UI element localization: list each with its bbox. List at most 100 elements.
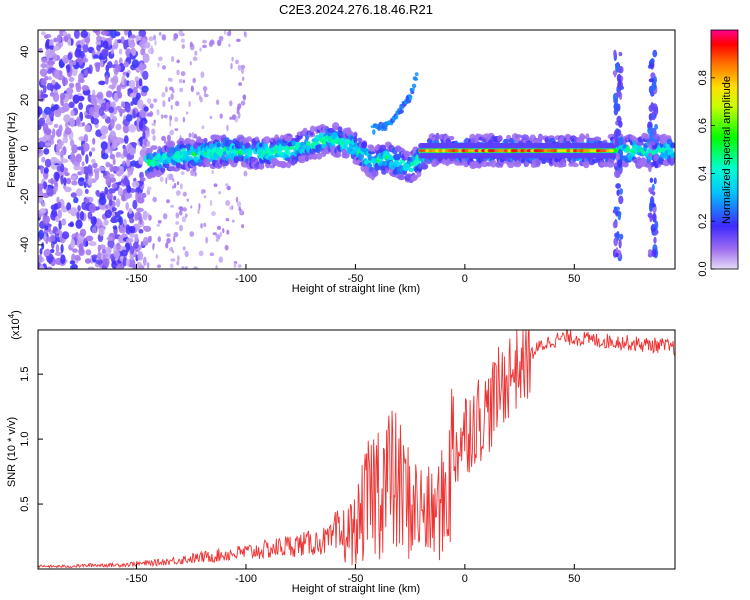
spectral-blob xyxy=(113,195,117,201)
spectral-blob xyxy=(135,191,139,202)
spectral-blob xyxy=(615,252,619,258)
spectral-blob xyxy=(75,153,82,164)
spectral-blob xyxy=(138,30,147,37)
spectral-blob xyxy=(72,248,78,253)
spectral-blob xyxy=(185,111,189,115)
spectral-blob xyxy=(138,156,144,165)
spectral-blob xyxy=(238,206,242,212)
spectral-blob xyxy=(181,266,185,269)
colorbar-tick-label: 0.0 xyxy=(697,261,709,276)
spectral-blob xyxy=(108,173,115,178)
spectral-blob xyxy=(152,196,157,203)
spectral-blob xyxy=(97,251,102,261)
spectral-blob xyxy=(616,91,622,98)
spectral-blob xyxy=(224,30,227,35)
spectral-blob xyxy=(132,109,136,119)
spectral-blob xyxy=(235,196,239,203)
spectral-blob xyxy=(204,88,207,95)
spectral-blob xyxy=(142,256,147,266)
spectral-blob xyxy=(98,107,105,117)
spectral-blob xyxy=(200,189,204,195)
spectral-blob xyxy=(53,53,58,62)
spectral-blob xyxy=(411,87,415,92)
spectral-blob xyxy=(205,236,209,244)
spectral-blob xyxy=(649,177,654,183)
spectral-blob xyxy=(618,238,622,249)
spectral-blob xyxy=(62,136,68,144)
spectral-blob xyxy=(211,170,214,174)
spectral-blob xyxy=(39,68,48,77)
spectral-blob xyxy=(133,241,139,249)
spectral-blob xyxy=(160,167,166,173)
spectral-blob xyxy=(613,70,617,78)
spectral-blob xyxy=(216,142,221,148)
spectral-blob xyxy=(115,198,121,208)
spectral-blob xyxy=(305,140,311,147)
spectral-blob xyxy=(117,210,124,215)
spectral-blob xyxy=(170,204,175,208)
spectral-blob xyxy=(67,38,72,46)
spectral-blob xyxy=(77,146,84,151)
spectral-blob xyxy=(262,136,271,144)
spectral-blob xyxy=(58,124,63,133)
spectral-blob xyxy=(647,249,653,255)
spectral-blob xyxy=(72,94,81,104)
spectral-blob xyxy=(152,243,155,251)
spectral-blob xyxy=(185,213,188,218)
spectral-blob xyxy=(70,109,75,117)
spectral-blob xyxy=(45,248,50,257)
spectral-blob xyxy=(172,250,175,254)
spectral-blob xyxy=(209,199,213,207)
spectral-blob xyxy=(146,189,151,196)
spectral-blob xyxy=(117,187,123,196)
spectral-blob xyxy=(172,167,180,172)
spectral-blob xyxy=(137,251,144,261)
spectral-blob xyxy=(130,160,137,168)
spectral-blob xyxy=(85,235,94,242)
spectral-blob xyxy=(58,106,66,114)
spectral-blob xyxy=(195,91,200,96)
spectral-blob xyxy=(178,206,183,211)
spectral-blob xyxy=(613,206,617,212)
snr-series-line xyxy=(38,330,675,569)
spectral-blob xyxy=(128,225,136,234)
spectral-blob xyxy=(408,167,414,173)
spectral-blob xyxy=(93,54,99,59)
spectral-blob xyxy=(397,174,406,181)
spectral-blob xyxy=(610,152,617,159)
spectral-blob xyxy=(142,53,150,63)
spectral-blob xyxy=(71,180,78,186)
spectral-blob xyxy=(617,159,623,168)
spectral-blob xyxy=(60,254,66,264)
spectral-blob xyxy=(95,93,103,99)
spectral-blob xyxy=(217,39,222,47)
spectral-blob xyxy=(38,191,44,198)
colorbar-gradient xyxy=(710,29,739,270)
spectral-blob xyxy=(58,140,64,147)
spectral-blob xyxy=(104,209,112,219)
spectral-blob xyxy=(139,150,146,158)
spectral-blob xyxy=(218,191,222,195)
spectral-blob xyxy=(139,177,146,182)
spectral-blob xyxy=(41,57,48,63)
spectral-blob xyxy=(158,32,162,36)
spectral-blob xyxy=(87,94,92,103)
spectral-blob xyxy=(126,167,134,173)
snr-frame xyxy=(37,329,676,570)
spectral-blob xyxy=(211,211,216,217)
spectral-blob xyxy=(42,215,50,225)
spectral-blob xyxy=(245,142,251,149)
spectral-blob xyxy=(66,64,71,73)
y-tick-label: 1.5 xyxy=(19,367,31,382)
spectral-blob xyxy=(84,36,91,44)
spectral-blob xyxy=(47,69,52,74)
spectral-blob xyxy=(125,202,129,211)
spectral-blob xyxy=(413,77,419,81)
snr-y-axis: 0.5 1.0 1.5 xyxy=(19,367,43,512)
spectral-blob xyxy=(42,123,49,133)
spectral-blob xyxy=(238,82,243,86)
spectral-blob xyxy=(100,125,108,135)
spectral-blob xyxy=(506,134,512,140)
spectral-blob xyxy=(583,161,590,169)
spectral-blob xyxy=(579,135,587,140)
